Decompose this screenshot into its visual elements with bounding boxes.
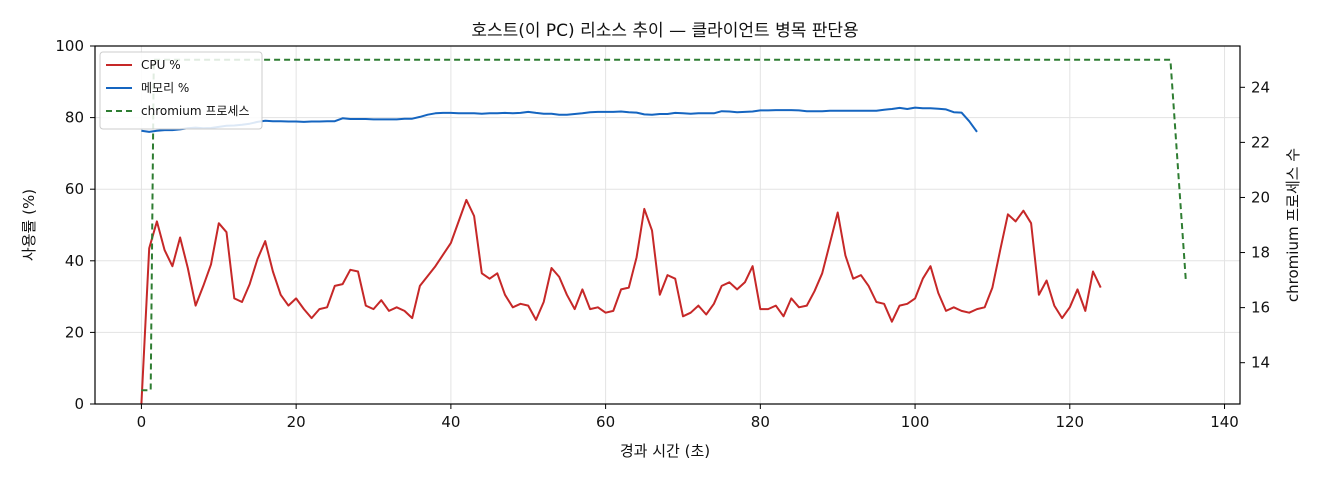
y2-tick-label: 24 [1251, 78, 1270, 96]
legend-label: CPU % [141, 58, 181, 72]
y-tick-label: 80 [65, 109, 84, 127]
x-tick-label: 140 [1210, 413, 1239, 431]
x-tick-label: 40 [441, 413, 460, 431]
plot-frame [94, 45, 1241, 405]
chart-title: 호스트(이 PC) 리소스 추이 — 클라이언트 병목 판단용 [471, 21, 858, 41]
y-tick-label: 40 [65, 252, 84, 270]
y-tick-label: 100 [55, 37, 84, 55]
series-line [141, 58, 1187, 392]
x-tick-label: 120 [1055, 413, 1084, 431]
y2-tick-label: 22 [1251, 133, 1270, 151]
plot-area [140, 58, 1187, 405]
y-tick-label: 20 [65, 323, 84, 341]
y2-tick-label: 14 [1251, 354, 1270, 372]
legend-box [99, 51, 263, 130]
series-line [141, 106, 978, 133]
legend-label: chromium 프로세스 [141, 104, 250, 118]
y2-axis-label: chromium 프로세스 수 [1284, 148, 1302, 302]
x-tick-label: 60 [596, 413, 615, 431]
y-axis-label: 사용률 (%) [20, 189, 38, 261]
y2-tick-label: 20 [1251, 188, 1270, 206]
y-tick-label: 60 [65, 180, 84, 198]
y-tick-label: 0 [74, 395, 84, 413]
x-tick-label: 20 [287, 413, 306, 431]
y2-tick-label: 18 [1251, 244, 1270, 262]
legend-label: 메모리 % [141, 81, 189, 95]
axes: 0 20 40 60 80 100 120 140 0 20 40 60 80 100 14 16 18 20 22… [55, 37, 1270, 431]
legend: CPU % 메모리 % chromium 프로세스 [99, 51, 263, 130]
x-tick-label: 80 [751, 413, 770, 431]
grid [95, 45, 1240, 405]
x-tick-label: 100 [901, 413, 930, 431]
x-axis-label: 경과 시간 (초) [620, 442, 710, 460]
series-line [140, 198, 1102, 405]
x-tick-label: 0 [137, 413, 147, 431]
y2-tick-label: 16 [1251, 299, 1270, 317]
